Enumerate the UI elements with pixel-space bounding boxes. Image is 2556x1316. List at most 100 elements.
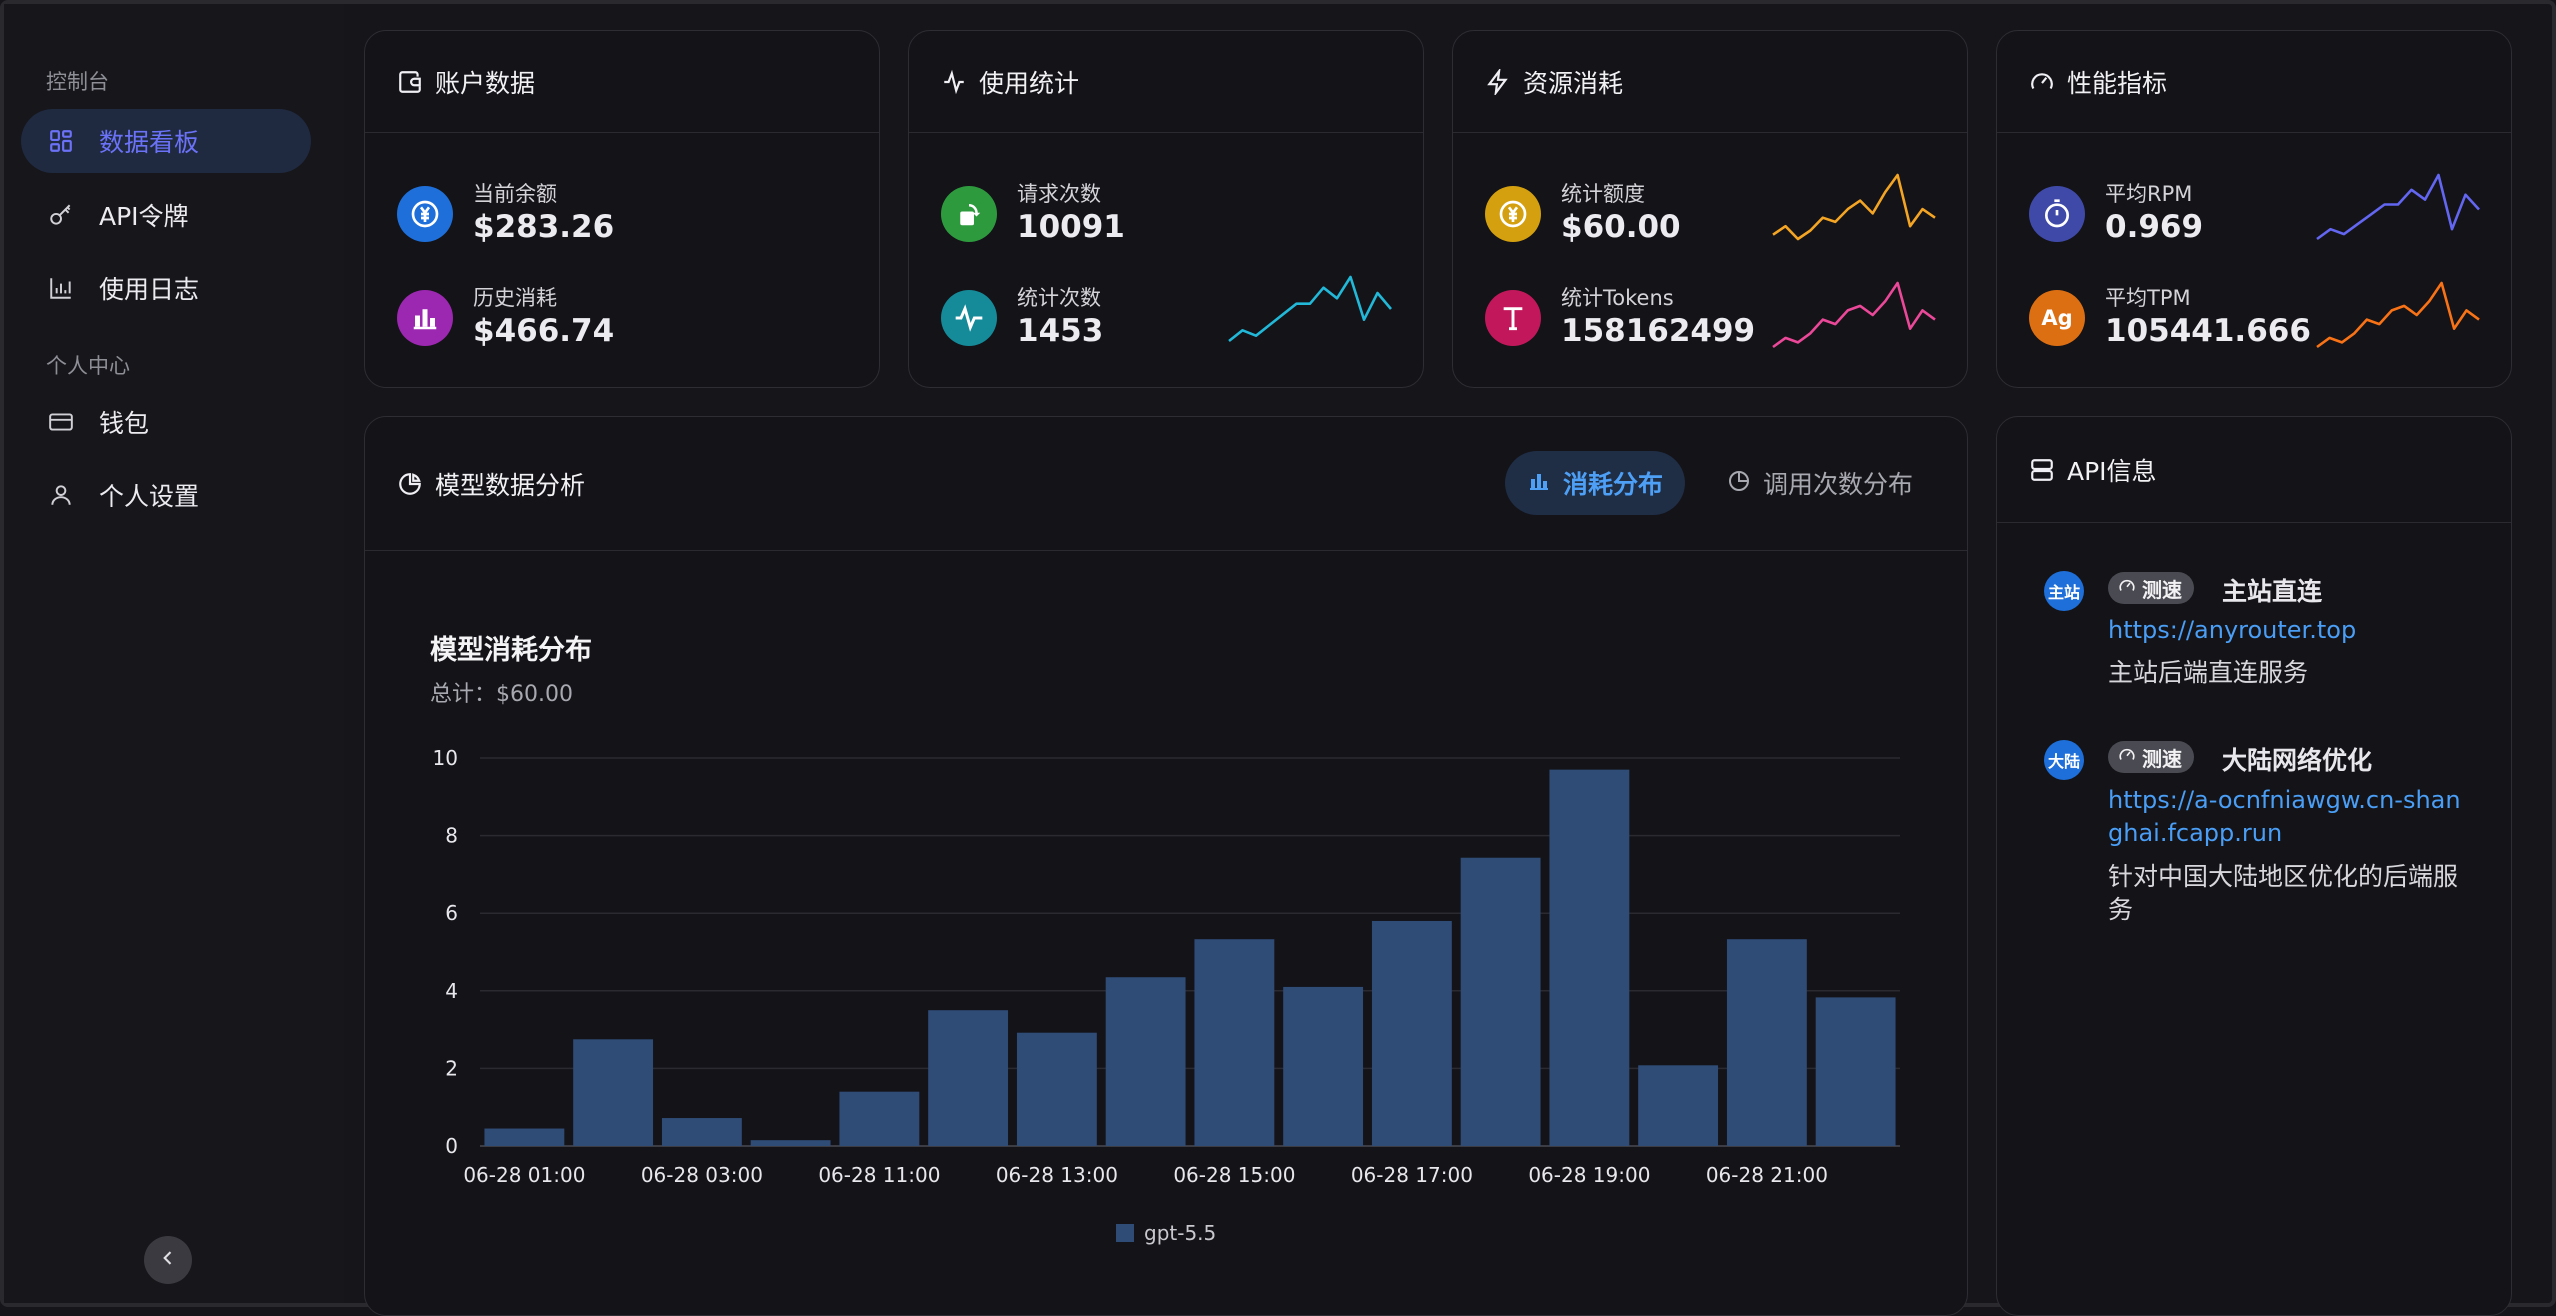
legend-swatch [1116, 1224, 1134, 1242]
chart-bar[interactable] [1815, 997, 1896, 1146]
tab-consumption-distribution[interactable]: 消耗分布 [1505, 451, 1686, 515]
card-header: API信息 [1997, 417, 2511, 523]
pie-chart-icon [397, 471, 427, 497]
x-tick-label: 06-28 11:00 [818, 1163, 940, 1187]
stats-count-value: 1453 [1017, 313, 1104, 349]
card-title: API信息 [2067, 456, 2157, 486]
stats-count-stat: 统计次数 1453 [941, 285, 1103, 351]
x-tick-label: 06-28 17:00 [1351, 1163, 1473, 1187]
chart-bar[interactable] [928, 1010, 1009, 1146]
gauge-icon [2029, 69, 2059, 95]
chart-bar[interactable] [1549, 769, 1630, 1146]
card-title: 使用统计 [979, 68, 1080, 98]
api-entry-url[interactable]: https://a-ocnfniawgw.cn-shanghai.fcapp.r… [2108, 786, 2461, 847]
balance-stat: 当前余额 $283.26 [397, 181, 614, 247]
chevron-left-icon [158, 1248, 178, 1272]
server-icon [2029, 457, 2059, 483]
balance-value: $283.26 [473, 209, 615, 245]
chart-bar[interactable] [1105, 977, 1186, 1146]
model-consumption-bar-chart: 0 2 4 6 8 10 06-28 01:00 06-28 03:00 06-28 11:00… [433, 746, 1900, 1245]
rpm-sparkline [2316, 173, 2480, 241]
sidebar-section-console: 控制台 [46, 70, 109, 94]
rotate-icon [941, 186, 997, 242]
x-tick-label: 06-28 13:00 [996, 1163, 1118, 1187]
chart-bar[interactable] [1460, 857, 1541, 1146]
quota-sparkline [1772, 173, 1936, 241]
stats-count-label: 统计次数 [1017, 286, 1101, 310]
chart-bar[interactable] [1638, 1065, 1719, 1146]
chart-bar[interactable] [750, 1140, 831, 1146]
sidebar-collapse-button[interactable] [144, 1236, 192, 1284]
user-icon [31, 482, 91, 508]
sidebar-item-settings[interactable]: 个人设置 [21, 463, 311, 527]
tab-label: 调用次数分布 [1763, 470, 1914, 499]
dashboard-grid-icon [31, 128, 91, 154]
sidebar-item-label: API令牌 [99, 202, 189, 231]
gauge-icon [2118, 746, 2136, 768]
chart-subtitle-value: $60.00 [496, 682, 573, 707]
sparkline-path [2316, 281, 2480, 349]
card-header: 使用统计 [909, 31, 1423, 133]
bar-chart-icon [1527, 469, 1551, 497]
chart-bar[interactable] [573, 1039, 654, 1146]
rpm-label: 平均RPM [2105, 182, 2193, 206]
sidebar-section-personal: 个人中心 [46, 354, 130, 378]
sparkline-path [2316, 173, 2480, 241]
sidebar: 控制台 数据看板 API令牌 使用日志 个人中心 钱包 个人设置 [4, 4, 344, 1303]
sidebar-item-label: 数据看板 [99, 128, 200, 157]
api-entry-name: 大陆网络优化 [2222, 746, 2373, 775]
chart-bar[interactable] [1283, 986, 1364, 1146]
pie-chart-icon [1727, 469, 1751, 497]
speed-test-button[interactable]: 测速 [2108, 572, 2194, 604]
sidebar-item-wallet[interactable]: 钱包 [21, 390, 311, 454]
sparkline-path [1772, 281, 1936, 349]
model-analysis-card: 模型数据分析 消耗分布 调用次数分布 [364, 416, 1968, 1316]
x-tick-label: 06-28 19:00 [1528, 1163, 1650, 1187]
chart-bar[interactable] [661, 1118, 742, 1146]
y-tick-label: 8 [445, 824, 458, 848]
api-entry-description: 主站后端直连服务 [2108, 658, 2309, 687]
tokens-sparkline [1772, 281, 1936, 349]
chart-subtitle-prefix: 总计： [430, 682, 497, 707]
sidebar-item-dashboard[interactable]: 数据看板 [21, 109, 311, 173]
gauge-icon [2118, 577, 2136, 599]
card-header: 模型数据分析 [365, 417, 1967, 551]
yen-coin-icon [1485, 186, 1541, 242]
stopwatch-icon [2029, 186, 2085, 242]
ag-text-icon: Ag [2029, 290, 2085, 346]
speed-test-button[interactable]: 测速 [2108, 741, 2194, 773]
x-tick-label: 06-28 01:00 [463, 1163, 585, 1187]
chart-bar[interactable] [839, 1091, 920, 1146]
card-header: 资源消耗 [1453, 31, 1967, 133]
x-tick-label: 06-28 03:00 [641, 1163, 763, 1187]
wallet-icon [397, 69, 427, 95]
account-data-card: 账户数据 当前余额 $283.26 历史消耗 $466.74 [364, 30, 880, 388]
usage-sparkline [1228, 275, 1392, 343]
chart-legend[interactable]: gpt-5.5 [1116, 1221, 1216, 1245]
sidebar-item-api-tokens[interactable]: API令牌 [21, 183, 311, 247]
pulse-icon [941, 290, 997, 346]
requests-label: 请求次数 [1017, 182, 1101, 206]
chart-bar[interactable] [484, 1128, 565, 1146]
tab-call-count-distribution[interactable]: 调用次数分布 [1705, 451, 1935, 515]
chart-bar[interactable] [1194, 939, 1275, 1146]
rpm-stat: 平均RPM 0.969 [2029, 181, 2203, 247]
sparkline-path [1772, 173, 1936, 241]
chart-subtitle: 总计：$60.00 [430, 676, 573, 708]
api-entry-badge: 大陆 [2044, 740, 2084, 780]
rpm-value: 0.969 [2105, 209, 2204, 245]
quota-label: 统计额度 [1561, 182, 1645, 206]
card-title: 账户数据 [435, 68, 536, 98]
resource-card: 资源消耗 统计额度 $60.00 统计Tokens 158162499 [1452, 30, 1968, 388]
api-entry-url[interactable]: https://anyrouter.top [2108, 616, 2357, 644]
x-tick-label: 06-28 21:00 [1706, 1163, 1828, 1187]
bar-chart-icon [397, 290, 453, 346]
chart-bar[interactable] [1371, 920, 1452, 1146]
chart-title: 模型消耗分布 [430, 635, 592, 666]
y-tick-label: 6 [445, 901, 458, 925]
y-tick-label: 0 [445, 1134, 458, 1158]
chart-bar[interactable] [1016, 1032, 1097, 1146]
sidebar-item-usage-logs[interactable]: 使用日志 [21, 256, 311, 320]
chart-bar[interactable] [1726, 939, 1807, 1146]
sidebar-item-label: 使用日志 [99, 275, 200, 304]
